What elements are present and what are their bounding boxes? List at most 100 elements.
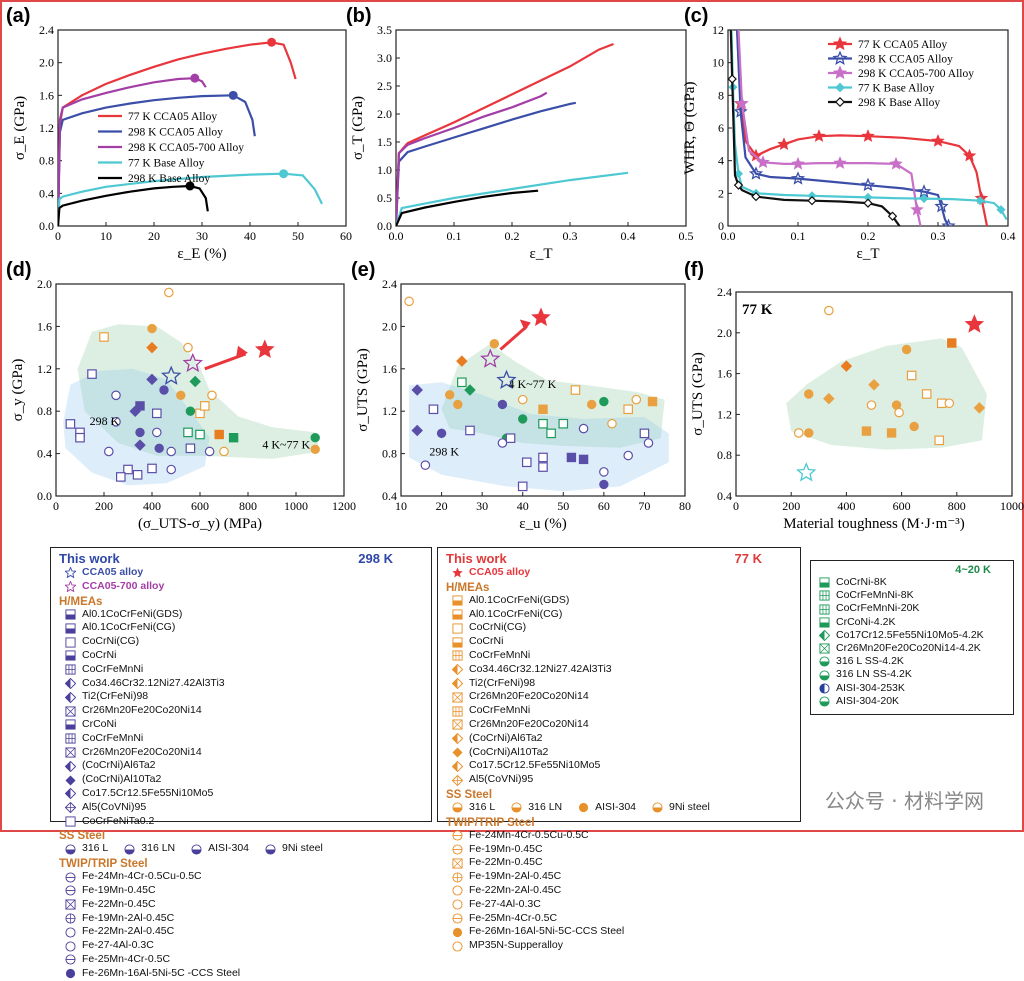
legend-item: CoCrNi(CG) [446, 621, 625, 635]
series-point [863, 198, 873, 208]
data-point [135, 427, 145, 438]
legend-label: 77 K CCA05 Alloy [128, 111, 217, 123]
legend-title: 4~20 K [955, 564, 991, 576]
data-point [496, 369, 517, 389]
y-axis-label: WHR, Θ (GPa) [682, 82, 698, 175]
x-tick-label: 60 [340, 229, 352, 243]
data-point [310, 433, 320, 443]
legend-item-label: CoCrFeNiTa0.2 [82, 814, 155, 827]
x-tick-label: 200 [95, 499, 113, 513]
data-point [599, 396, 609, 407]
data-point [517, 394, 528, 405]
legend-item-label: 9Ni steel [282, 842, 323, 855]
data-point [428, 404, 439, 415]
legend-item: (CoCrNi)Al10Ta2 [446, 746, 625, 760]
legend-item-label: Co34.46Cr32.12Ni27.42Al3Ti3 [469, 662, 612, 675]
legend-symbol-icon [819, 643, 830, 654]
data-point [804, 389, 814, 399]
panel-label: (c) [684, 5, 708, 27]
series-point [889, 156, 903, 170]
y-tick-label: 1.6 [717, 367, 732, 381]
legend-item: Co34.46Cr32.12Ni27.42Al3Ti3 [59, 677, 247, 691]
y-axis-label: σ_T (GPa) [350, 96, 366, 160]
data-point [200, 401, 210, 411]
legend-item-label: 316 LN SS-4.2K [836, 668, 912, 681]
annotation-298k: 298 K [90, 414, 120, 428]
x-tick-label: 200 [782, 499, 800, 513]
legend-item-label: CoCrNi(CG) [469, 621, 527, 634]
legend-item-label: Fe-26Mn-16Al-5Ni-5C-CCS Steel [469, 925, 625, 938]
y-tick-label: 4 [718, 154, 724, 168]
legend-symbol-icon [452, 858, 463, 869]
legend-item: Co34.46Cr32.12Ni27.42Al3Ti3 [446, 663, 625, 677]
legend-item-label: MP35N-Supperalloy [469, 939, 563, 952]
data-point [411, 384, 423, 396]
legend-symbol-icon [124, 844, 135, 855]
legend-symbol-icon [65, 788, 76, 800]
data-point [115, 472, 126, 482]
legend-item-label: Al0.1CoCrFeNi(GDS) [82, 607, 183, 620]
legend-symbol-icon [191, 844, 202, 855]
legend-item-label: Cr26Mn20Fe20Co20Ni14-4.2K [836, 642, 981, 655]
data-point [505, 433, 516, 443]
data-point [861, 426, 872, 436]
x-tick-label: 10 [100, 229, 112, 243]
legend-symbol-icon [819, 629, 830, 641]
legend-symbol-icon [452, 719, 463, 730]
legend-item: Fe-24Mn-4Cr-0.5Cu-0.5C [59, 870, 247, 884]
legend-item-label: 9Ni steel [669, 800, 710, 813]
data-point [411, 424, 423, 437]
data-point [531, 307, 551, 327]
legend-this-work-row: CCA05 alloy [446, 566, 792, 580]
data-point [517, 481, 528, 492]
legend-symbol-icon [452, 802, 463, 813]
y-tick-label: 2.0 [717, 326, 732, 340]
series-point [756, 155, 770, 169]
y-tick-label: 1.6 [37, 319, 52, 333]
data-point [129, 405, 141, 417]
legend-symbol-icon [819, 617, 830, 628]
legend-symbol-icon [65, 969, 76, 979]
data-point [538, 462, 548, 472]
y-tick-label: 2.0 [382, 319, 397, 333]
data-point [944, 398, 955, 409]
data-point [947, 338, 957, 348]
legend-item: 316 LN [505, 801, 562, 815]
legend-symbol-icon [65, 760, 76, 772]
legend-symbol-icon [65, 844, 76, 855]
y-tick-label: 1.2 [717, 407, 732, 421]
data-point [132, 470, 143, 480]
series-point [975, 196, 985, 206]
series-point [833, 156, 847, 169]
data-point [195, 408, 205, 419]
arrow-head [236, 345, 248, 358]
legend-item-label: CoCrFeMnNi [82, 731, 144, 744]
legend-symbol-icon [819, 577, 830, 588]
legend-label: 298 K CCA05 Alloy [858, 54, 953, 66]
legend-item-label: Al0.1CoCrFeNi(GDS) [469, 593, 570, 606]
legend-item-label: Co34.46Cr32.12Ni27.42Al3Ti3 [82, 676, 225, 689]
y-tick-label: 12 [712, 23, 724, 37]
data-point [643, 438, 654, 448]
panel-label: (e) [351, 259, 375, 281]
data-point [599, 479, 609, 490]
legend-label: 298 K CCA05-700 Alloy [128, 142, 244, 154]
legend-item: 316 LN SS-4.2K [819, 668, 1005, 681]
legend-item: Al0.1CoCrFeNi(CG) [59, 621, 247, 635]
x-tick-label: 0 [53, 499, 59, 513]
annotation-4k-77k: 4 K~77 K [509, 377, 557, 391]
legend-symbol-icon [65, 677, 76, 689]
data-point [185, 443, 196, 454]
data-point [436, 428, 447, 439]
legend-item: CoCrFeMnNi [446, 649, 625, 663]
x-tick-label: 0.1 [791, 229, 806, 243]
data-point [894, 407, 904, 418]
x-tick-label: 0.2 [505, 229, 520, 243]
y-tick-label: 0.4 [39, 186, 54, 200]
y-tick-label: 0.0 [377, 219, 392, 233]
y-tick-label: 2.4 [39, 23, 54, 37]
data-point [538, 404, 548, 414]
data-point [182, 352, 203, 373]
legend-symbol-icon [65, 691, 76, 703]
legend-section-items: Fe-24Mn-4Cr-0.5Cu-0.5C Fe-19Mn-0.45C Fe-22… [59, 870, 423, 980]
